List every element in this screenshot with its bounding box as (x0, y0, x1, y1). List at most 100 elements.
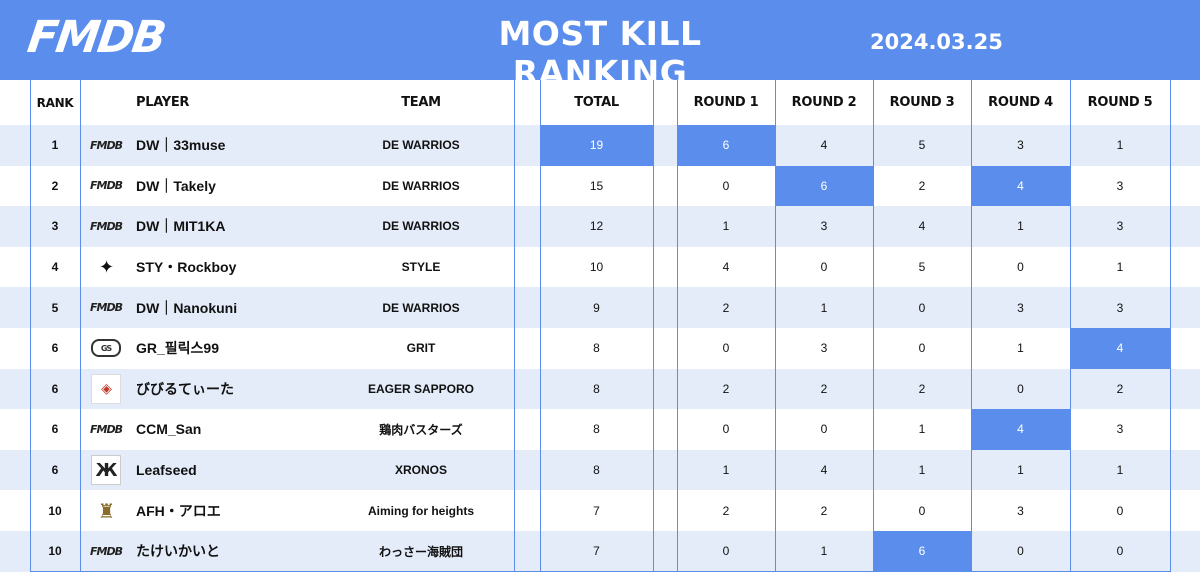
round1-kills: 2 (722, 300, 730, 315)
round3-kills: 0 (918, 341, 926, 356)
team-name: DE WARRIOS (382, 138, 460, 153)
table-row: 5 DW｜Nanokuni DE WARRIOS 9 2 1 0 3 3 FMDB (0, 287, 1200, 328)
team-logo-cell: ♜ (82, 490, 130, 531)
team-logo-cell: FMDB (82, 125, 130, 166)
team-name: GRIT (406, 341, 436, 356)
table-row: 1 DW｜33muse DE WARRIOS 19 6 4 5 3 1 FMDB (0, 125, 1200, 166)
round2-kills: 4 (820, 138, 828, 153)
round4-kills: 0 (1017, 544, 1024, 559)
round5-kills: 3 (1116, 219, 1124, 234)
team-logo-cell: FMDB (82, 531, 130, 572)
round2-kills: 1 (820, 544, 828, 559)
round2-kills: 6 (775, 165, 873, 207)
round2-kills: 0 (820, 260, 828, 275)
table-row: 10 AFH・アロエ Aiming for heights 7 2 2 0 3 0 ♜ (0, 490, 1200, 531)
column-divider (1170, 80, 1171, 572)
table-row: 4 STY・Rockboy STYLE 10 4 0 5 0 1 ✦ (0, 247, 1200, 288)
total-kills: 12 (589, 219, 604, 234)
round5-kills: 0 (1116, 503, 1124, 518)
column-header-rank: RANK (36, 95, 74, 110)
total-kills: 15 (589, 178, 604, 193)
team-name: XRONOS (394, 463, 447, 478)
round4-kills: 1 (1017, 341, 1024, 356)
rank-cell: 6 (51, 341, 59, 356)
header-banner: FMDB MOST KILL RANKING 2024.03.25 (0, 0, 1200, 92)
fmdb-logo: FMDB (90, 544, 123, 558)
round2-kills: 4 (820, 463, 828, 478)
total-kills: 8 (593, 422, 600, 437)
total-kills: 7 (593, 503, 600, 518)
column-divider (677, 80, 678, 572)
column-header-player: PLAYER (136, 95, 190, 110)
round1-kills: 1 (722, 463, 730, 478)
round4-kills: 1 (1017, 463, 1024, 478)
table-row: 6 びびるてぃーた EAGER SAPPORO 8 2 2 2 0 2 ◈ (0, 368, 1200, 410)
column-divider (30, 80, 31, 572)
player-name: びびるてぃーた (136, 380, 234, 397)
player-name: GR_필릭스99 (136, 340, 219, 357)
fmdb-logo: FMDB (90, 138, 123, 152)
round3-kills: 2 (918, 178, 926, 193)
column-divider (653, 80, 654, 572)
rank-cell: 1 (51, 138, 59, 153)
round3-kills: 6 (873, 531, 971, 572)
team-logo-cell: FMDB (82, 206, 130, 247)
afh-logo: ♜ (97, 498, 116, 523)
round2-kills: 3 (820, 341, 828, 356)
round4-kills: 3 (1017, 300, 1024, 315)
rank-cell: 3 (51, 219, 59, 234)
fmdb-logo: FMDB (90, 219, 123, 233)
round3-kills: 1 (918, 463, 926, 478)
fmdb-logo: FMDB (90, 422, 123, 436)
round3-kills: 0 (918, 300, 926, 315)
team-name: わっさー海賊団 (378, 544, 463, 559)
column-divider (540, 80, 541, 572)
round3-kills: 4 (918, 219, 926, 234)
column-divider (80, 80, 81, 572)
column-divider (775, 80, 776, 572)
team-name: DE WARRIOS (382, 219, 460, 234)
round1-kills: 1 (722, 219, 730, 234)
round5-kills: 2 (1116, 381, 1124, 396)
column-header-round4: ROUND 4 (988, 95, 1053, 110)
rank-cell: 10 (48, 544, 62, 559)
table-row: 6 CCM_San 鶏肉バスターズ 8 0 0 1 4 3 FMDB (0, 409, 1200, 450)
round4-kills: 1 (1017, 219, 1024, 234)
column-header-round1: ROUND 1 (693, 95, 759, 110)
round2-kills: 3 (820, 219, 828, 234)
round4-kills: 4 (971, 409, 1070, 450)
column-header-round3: ROUND 3 (889, 95, 955, 110)
player-name: DW｜Nanokuni (136, 299, 238, 316)
round3-kills: 5 (918, 260, 926, 275)
rank-cell: 2 (51, 178, 59, 193)
table-row: 6 Leafseed XRONOS 8 1 4 1 1 1 Ж (0, 449, 1200, 491)
round1-kills: 0 (722, 544, 730, 559)
rank-cell: 10 (48, 503, 62, 518)
grit-logo: GS (91, 339, 121, 358)
player-name: DW｜33muse (136, 137, 226, 154)
round1-kills: 6 (677, 125, 775, 166)
team-logo-cell: ✦ (82, 247, 130, 288)
rank-cell: 6 (51, 422, 59, 437)
round2-kills: 0 (820, 422, 828, 437)
round4-kills: 0 (1017, 260, 1024, 275)
column-divider (514, 80, 515, 572)
team-logo-cell: GS (82, 328, 130, 369)
team-logo-cell: FMDB (82, 166, 130, 207)
fmdb-brand-logo: FMDB (24, 12, 168, 63)
round4-kills: 3 (1017, 503, 1024, 518)
total-kills: 19 (540, 125, 653, 166)
team-logo-cell: Ж (82, 450, 130, 491)
table-row: 3 DW｜MIT1KA DE WARRIOS 12 1 3 4 1 3 FMDB (0, 206, 1200, 247)
player-name: DW｜Takely (136, 177, 216, 194)
total-kills: 8 (593, 381, 600, 396)
round5-kills: 3 (1116, 178, 1124, 193)
round1-kills: 0 (722, 341, 730, 356)
table-row: 6 GR_필릭스99 GRIT 8 0 3 0 1 4 GS (0, 328, 1200, 369)
round1-kills: 0 (722, 422, 730, 437)
team-name: 鶏肉バスターズ (379, 422, 463, 437)
round3-kills: 0 (918, 503, 926, 518)
round2-kills: 2 (820, 503, 828, 518)
column-header-round2: ROUND 2 (791, 95, 857, 110)
round5-kills: 3 (1116, 300, 1124, 315)
